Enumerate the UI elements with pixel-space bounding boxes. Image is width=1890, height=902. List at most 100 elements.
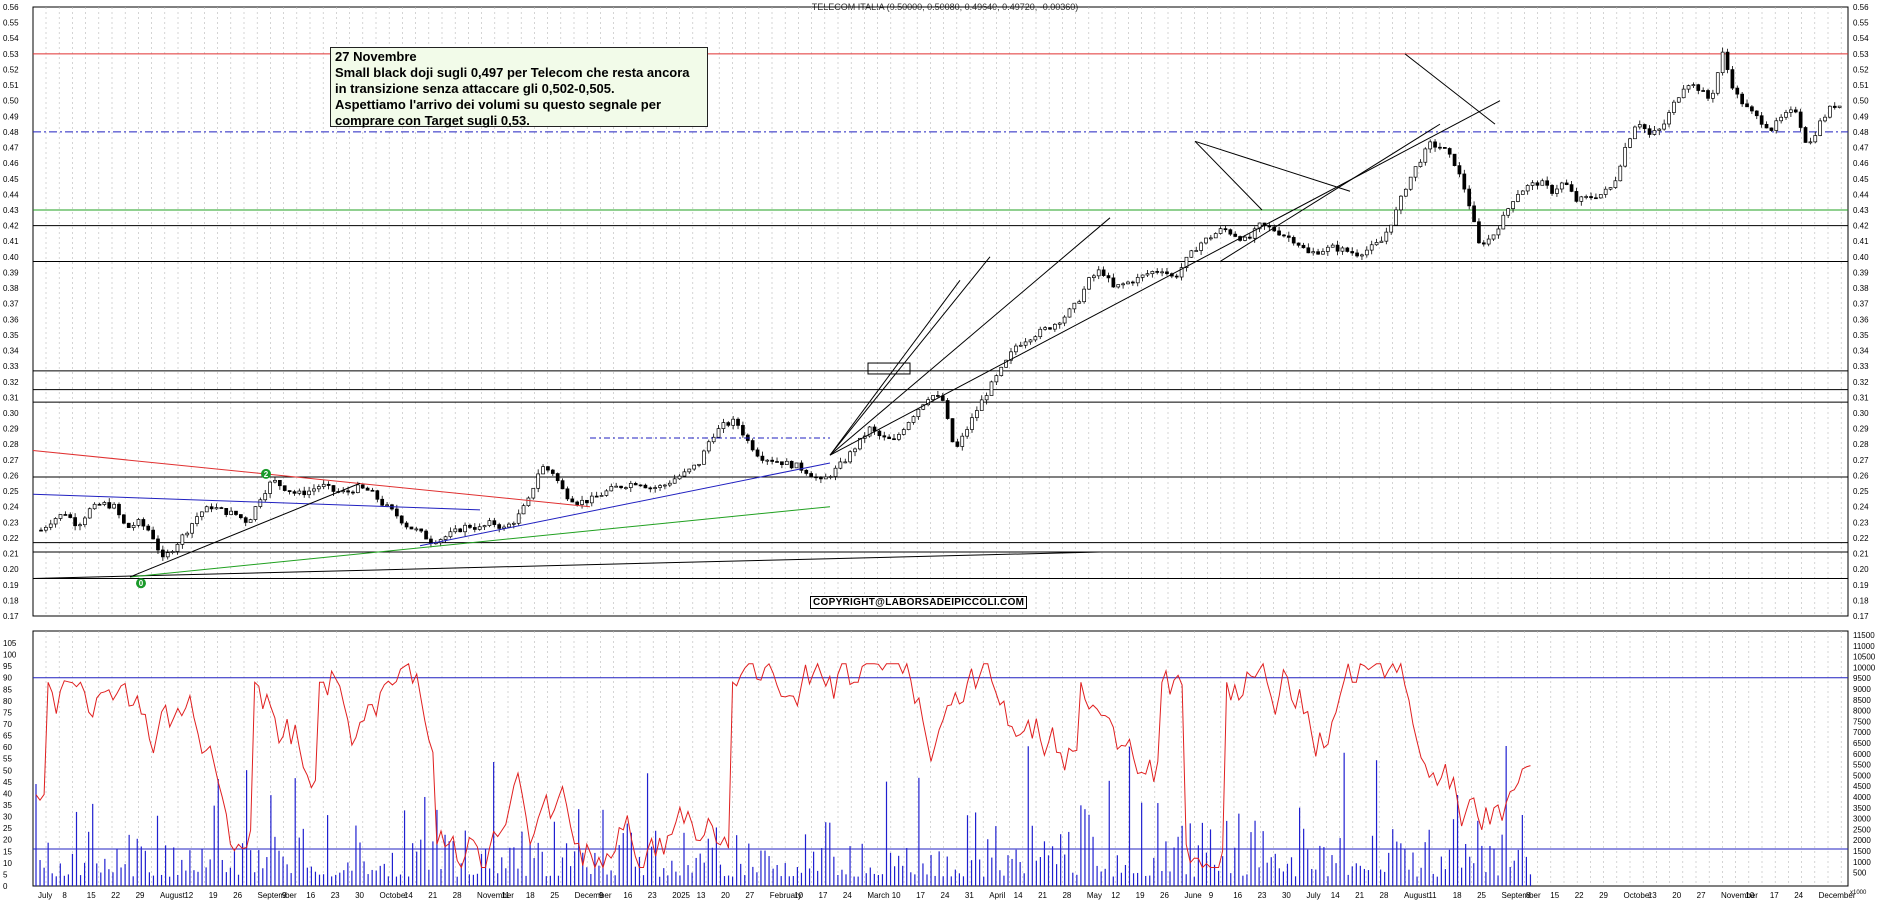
candle-body: [760, 455, 765, 461]
marker: [261, 468, 271, 479]
candle-body: [1438, 146, 1442, 149]
candle-body: [741, 425, 745, 436]
candle-body: [1286, 235, 1291, 238]
candle-body: [1282, 234, 1286, 237]
y-tick-label: 0.27: [1853, 456, 1869, 465]
x-tick-label: 28: [453, 891, 462, 900]
candle-body: [692, 464, 697, 470]
candle-body: [453, 528, 458, 533]
y-tick-label: 0.32: [3, 378, 19, 387]
candle-body: [429, 538, 433, 544]
trend-line: [419, 462, 831, 547]
candle-body: [1135, 277, 1140, 284]
candle-body: [1701, 90, 1706, 92]
candle-body: [1496, 228, 1501, 236]
candle-body: [1584, 196, 1589, 198]
x-tick-label: 12: [184, 891, 193, 900]
candle-body: [1725, 51, 1730, 70]
candle-body: [965, 429, 969, 437]
x-tick-label: 30: [1282, 891, 1291, 900]
y-tick-label: 0.34: [1853, 347, 1869, 356]
x-tick-label: 24: [941, 891, 950, 900]
x-tick-label: 18: [1453, 891, 1462, 900]
candle-body: [1818, 120, 1822, 136]
x-tick-label: 8: [62, 891, 67, 900]
candle-body: [102, 502, 107, 505]
candle-body: [277, 480, 282, 487]
candle-body: [823, 476, 828, 480]
candle-body: [906, 422, 911, 430]
candle-body: [472, 527, 477, 530]
candle-body: [624, 487, 628, 489]
candle-body: [204, 506, 209, 513]
x-tick-label: 29: [136, 891, 145, 900]
y-tick-label: 0.19: [1853, 581, 1869, 590]
candle-body: [1403, 188, 1408, 197]
candle-body: [1628, 138, 1632, 148]
candle-body: [1160, 271, 1164, 274]
y-tick-label: 0.45: [3, 175, 19, 184]
candle-body: [351, 491, 355, 494]
candle-body: [355, 484, 360, 493]
osc-tick-label: 95: [3, 662, 12, 671]
candle-body: [331, 485, 336, 492]
candle-body: [833, 467, 838, 477]
candle-body: [1418, 161, 1423, 167]
y-tick-label: 0.34: [3, 347, 19, 356]
candle-body: [1345, 247, 1350, 252]
candle-body: [789, 460, 794, 469]
candle-body: [1618, 165, 1623, 182]
x-tick-label: March: [867, 891, 889, 900]
candle-body: [165, 552, 170, 558]
price-panel-frame: [32, 6, 1849, 617]
y-tick-label: 0.28: [3, 440, 19, 449]
y-tick-label: 0.37: [3, 300, 19, 309]
candle-body: [477, 526, 482, 530]
candle-body: [882, 435, 887, 438]
candle-body: [716, 428, 721, 438]
candle-body: [1204, 237, 1208, 244]
candle-body: [877, 430, 882, 437]
candle-body: [394, 508, 399, 517]
osc-tick-label: 60: [3, 743, 12, 752]
candle-body: [44, 526, 48, 531]
candle-body: [1340, 247, 1345, 252]
candle-body: [273, 480, 277, 483]
candle-body: [1467, 188, 1472, 207]
candle-body: [1711, 92, 1715, 99]
x-tick-label: 27: [1697, 891, 1706, 900]
y-tick-label: 0.20: [3, 565, 19, 574]
x-tick-label: 21: [1038, 891, 1047, 900]
candle-body: [531, 487, 536, 499]
x-tick-label: 21: [1355, 891, 1364, 900]
candle-body: [365, 487, 370, 491]
candle-body: [628, 483, 633, 488]
y-tick-label: 0.25: [3, 487, 19, 496]
candle-body: [1155, 271, 1160, 273]
candle-body: [448, 531, 453, 538]
candle-body: [1501, 214, 1506, 230]
candle-body: [1369, 244, 1374, 251]
candle-body: [516, 513, 521, 524]
candle-body: [1447, 148, 1452, 155]
y-tick-label: 0.48: [3, 128, 19, 137]
volume-tick-label: 6000: [1853, 750, 1871, 759]
candle-body: [619, 485, 623, 489]
candle-body: [843, 461, 848, 464]
x-tick-label: 17: [1770, 891, 1779, 900]
x-tick-label: 23: [1258, 891, 1267, 900]
candle-body: [1252, 228, 1257, 239]
x-tick-label: 14: [404, 891, 413, 900]
candle-body: [1062, 316, 1067, 324]
y-tick-label: 0.39: [3, 268, 19, 277]
y-tick-label: 0.42: [3, 222, 19, 231]
y-tick-label: 0.17: [3, 612, 19, 621]
osc-tick-label: 65: [3, 732, 12, 741]
candle-body: [580, 499, 584, 505]
candle-body: [1511, 201, 1515, 210]
candle-body: [784, 460, 789, 465]
candle-body: [282, 485, 287, 491]
candle-body: [229, 510, 233, 515]
candle-body: [1564, 182, 1569, 185]
